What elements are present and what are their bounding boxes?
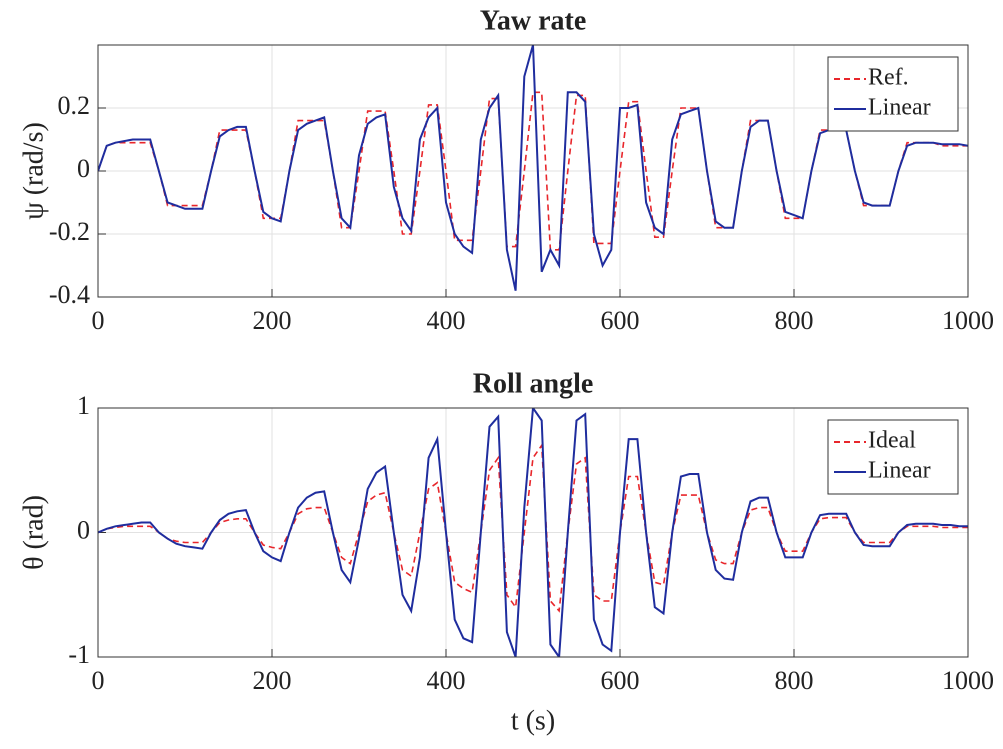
series-line bbox=[98, 443, 968, 613]
legend-label: Linear bbox=[868, 458, 931, 484]
y-tick-label: -1 bbox=[68, 640, 90, 669]
y-axis-label: ψ (rad/s) bbox=[18, 122, 49, 220]
y-axis-label: θ (rad) bbox=[18, 495, 49, 570]
x-tick-label: 400 bbox=[427, 666, 466, 695]
axes-box bbox=[97, 44, 969, 298]
legend-label: Ref. bbox=[868, 65, 909, 91]
series-line bbox=[98, 45, 968, 291]
y-tick-label: 0 bbox=[77, 515, 90, 544]
x-tick-label: 0 bbox=[92, 666, 105, 695]
legend-label: Ideal bbox=[868, 428, 916, 454]
legend-label: Linear bbox=[868, 95, 931, 121]
y-tick-label: 0 bbox=[77, 154, 90, 183]
x-tick-label: 200 bbox=[253, 666, 292, 695]
y-tick-label: 1 bbox=[77, 391, 90, 420]
x-tick-label: 0 bbox=[92, 306, 105, 335]
x-tick-label: 800 bbox=[775, 666, 814, 695]
x-tick-label: 1000 bbox=[942, 666, 994, 695]
chart-title: Yaw rate bbox=[480, 5, 587, 36]
x-tick-label: 600 bbox=[601, 306, 640, 335]
x-tick-label: 400 bbox=[427, 306, 466, 335]
x-tick-label: 1000 bbox=[942, 306, 994, 335]
y-tick-label: -0.4 bbox=[49, 280, 90, 309]
legend-box bbox=[827, 419, 959, 495]
series-line bbox=[98, 408, 968, 657]
series-line bbox=[98, 91, 968, 251]
x-tick-label: 200 bbox=[253, 306, 292, 335]
x-axis-label: t (s) bbox=[511, 705, 555, 736]
axes-box bbox=[97, 407, 969, 658]
chart-title: Roll angle bbox=[473, 368, 594, 399]
y-tick-label: 0.2 bbox=[58, 91, 91, 120]
y-tick-label: -0.2 bbox=[49, 217, 90, 246]
x-tick-label: 600 bbox=[601, 666, 640, 695]
legend-box bbox=[827, 56, 959, 132]
x-tick-label: 800 bbox=[775, 306, 814, 335]
